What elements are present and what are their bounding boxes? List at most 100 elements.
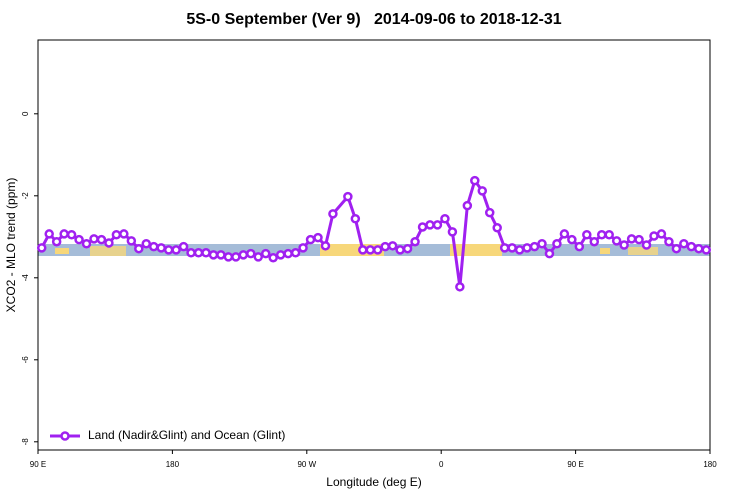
point xyxy=(163,245,174,255)
point xyxy=(81,239,92,249)
point xyxy=(372,245,383,255)
point xyxy=(238,250,249,260)
point xyxy=(596,230,607,240)
point xyxy=(328,209,338,219)
point xyxy=(589,236,600,247)
point xyxy=(231,252,241,262)
point xyxy=(290,248,301,258)
point xyxy=(59,229,69,239)
point xyxy=(380,241,390,252)
y-tick-label: 0 xyxy=(21,111,30,116)
point xyxy=(223,252,234,262)
point xyxy=(201,248,211,258)
point xyxy=(283,248,293,259)
point xyxy=(619,240,629,250)
point xyxy=(604,230,614,240)
point xyxy=(260,248,271,259)
point xyxy=(246,248,256,259)
x-tick-label: 90 W xyxy=(297,460,316,469)
point xyxy=(649,231,659,241)
point xyxy=(634,234,644,245)
point xyxy=(611,236,622,246)
point xyxy=(387,241,398,251)
point xyxy=(522,243,532,253)
point xyxy=(402,243,413,254)
point xyxy=(148,241,159,252)
point xyxy=(44,229,54,239)
y-tick-label: -8 xyxy=(21,438,30,446)
x-axis-label: Longitude (deg E) xyxy=(326,475,421,489)
point xyxy=(574,241,585,252)
point xyxy=(134,243,144,254)
point xyxy=(462,200,473,211)
x-tick-label: 180 xyxy=(166,460,180,469)
point xyxy=(455,282,465,292)
point xyxy=(507,243,517,253)
point xyxy=(186,248,196,258)
point xyxy=(156,243,166,253)
point xyxy=(567,234,577,245)
point xyxy=(111,230,122,240)
x-tick-label: 90 E xyxy=(30,460,46,469)
point xyxy=(477,186,488,196)
point xyxy=(104,238,114,248)
point xyxy=(96,234,107,245)
point xyxy=(36,243,47,253)
point xyxy=(66,230,77,240)
point xyxy=(529,241,540,252)
point xyxy=(365,245,376,255)
point xyxy=(119,229,129,239)
point xyxy=(268,252,278,263)
point xyxy=(171,245,181,255)
point xyxy=(694,243,704,254)
point xyxy=(499,243,510,253)
point xyxy=(582,230,592,240)
point xyxy=(305,234,316,245)
x-tick-label: 180 xyxy=(703,460,717,469)
point xyxy=(395,245,405,255)
point xyxy=(492,223,502,233)
point xyxy=(313,232,323,243)
point xyxy=(126,236,137,246)
point xyxy=(298,243,308,253)
point xyxy=(447,227,458,237)
point xyxy=(425,220,435,230)
point xyxy=(701,245,712,255)
point xyxy=(552,239,562,249)
point xyxy=(350,214,361,224)
point xyxy=(275,250,286,260)
point xyxy=(253,252,264,262)
point xyxy=(470,175,480,186)
point xyxy=(410,236,420,247)
point xyxy=(358,245,368,255)
point xyxy=(686,241,697,252)
point xyxy=(417,222,428,232)
point xyxy=(193,248,204,258)
point xyxy=(559,229,570,239)
y-tick-label: -4 xyxy=(21,274,30,282)
chart-title: 5S-0 September (Ver 9) 2014-09-06 to 201… xyxy=(186,11,561,28)
point xyxy=(671,243,682,254)
point xyxy=(74,234,84,245)
point xyxy=(641,240,652,250)
point xyxy=(208,250,219,260)
point xyxy=(626,234,637,244)
point xyxy=(544,248,555,259)
y-tick-label: -2 xyxy=(21,192,30,200)
y-tick-label: -6 xyxy=(21,356,30,364)
x-tick-label: 0 xyxy=(439,460,444,469)
point xyxy=(484,207,495,218)
point xyxy=(320,241,331,251)
point xyxy=(141,239,152,249)
point xyxy=(51,236,62,247)
point xyxy=(664,236,674,247)
legend-marker xyxy=(60,431,70,441)
point xyxy=(178,241,189,252)
point xyxy=(432,220,443,230)
point xyxy=(343,191,353,202)
y-axis-label: XCO2 - MLO trend (ppm) xyxy=(4,178,18,313)
point xyxy=(679,239,689,249)
point xyxy=(216,250,226,260)
point xyxy=(514,245,525,255)
